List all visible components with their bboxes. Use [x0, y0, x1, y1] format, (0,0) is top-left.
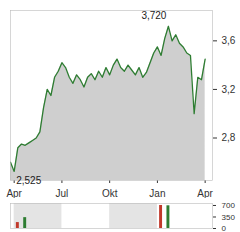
svg-text:3,6: 3,6 — [222, 35, 236, 46]
svg-text:700: 700 — [222, 201, 236, 210]
svg-text:2,525: 2,525 — [16, 174, 41, 185]
svg-text:350: 350 — [222, 213, 236, 222]
svg-text:2,8: 2,8 — [222, 132, 236, 143]
svg-text:0: 0 — [222, 224, 227, 232]
svg-text:3,2: 3,2 — [222, 84, 236, 95]
svg-text:Apr: Apr — [197, 188, 213, 198]
svg-text:3,720: 3,720 — [141, 10, 166, 21]
svg-text:Jan: Jan — [149, 188, 165, 198]
svg-text:Apr: Apr — [6, 188, 22, 198]
svg-text:Jul: Jul — [56, 188, 69, 198]
svg-text:Okt: Okt — [102, 188, 118, 198]
